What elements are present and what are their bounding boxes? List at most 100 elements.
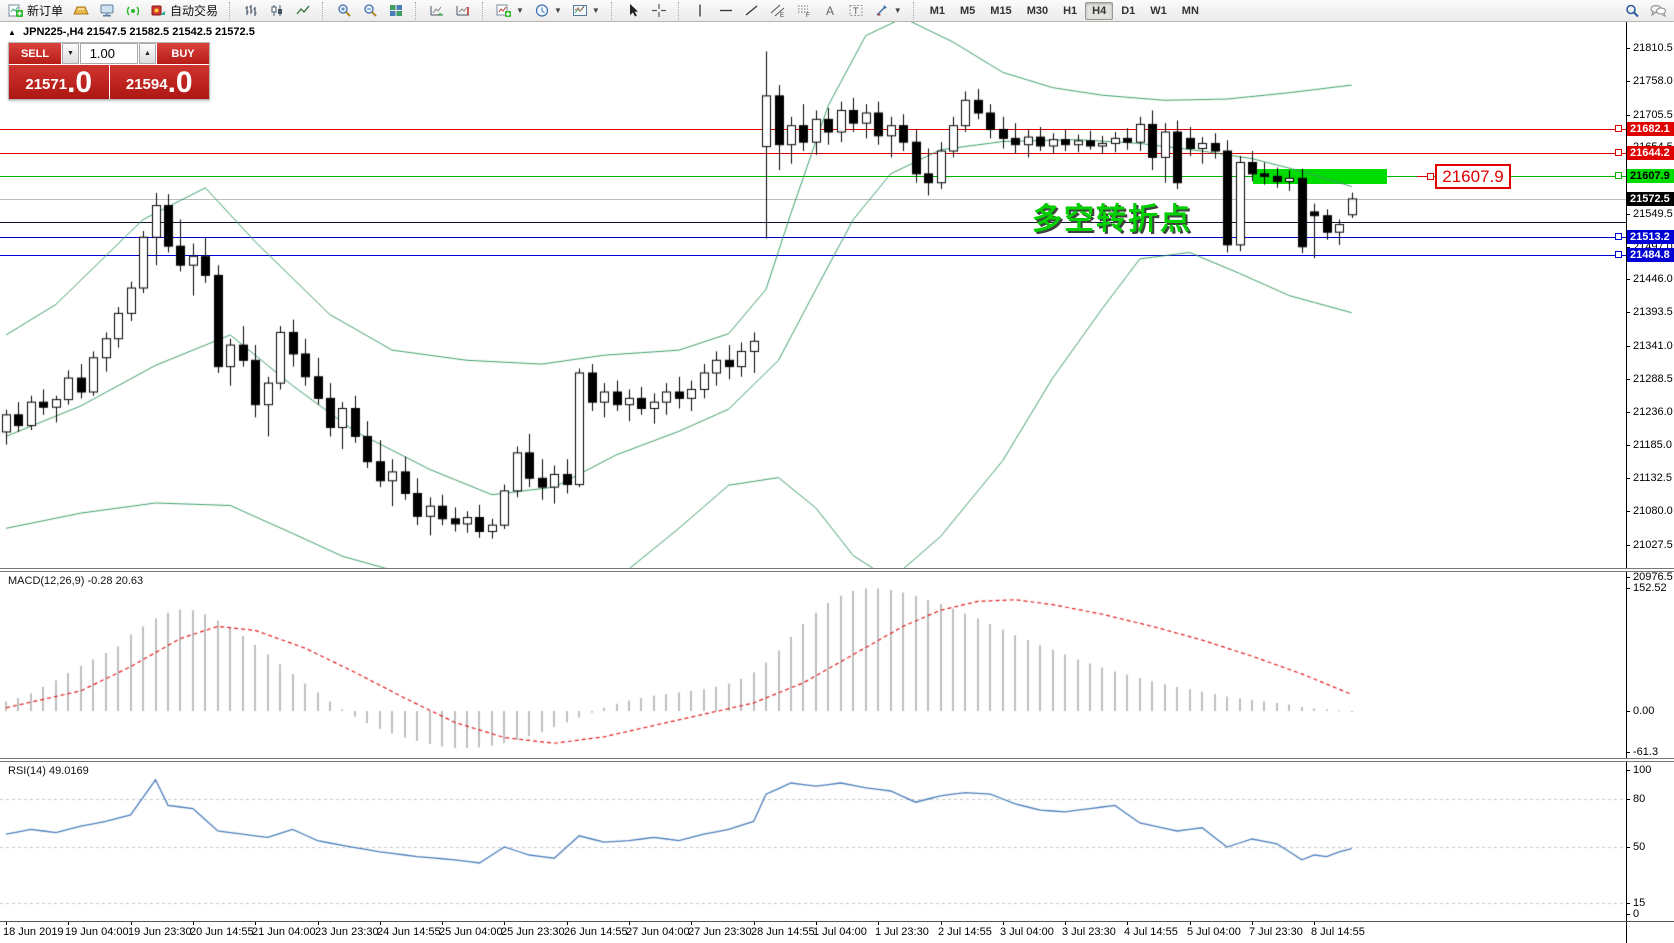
price-tick-label: 21132.5 xyxy=(1633,472,1672,484)
macd-tick-label: -61.3 xyxy=(1633,746,1659,758)
rsi-tick-mark xyxy=(1626,799,1630,800)
chart-autoscroll-icon xyxy=(456,6,470,16)
search-button[interactable] xyxy=(1620,1,1644,21)
time-tick-mark xyxy=(754,921,755,925)
main-chart-canvas[interactable] xyxy=(0,22,1626,570)
time-tick-mark xyxy=(567,921,568,925)
buy-price-button[interactable]: 21594.0 xyxy=(109,65,209,99)
new-order-button[interactable]: 新订单 xyxy=(4,1,67,21)
panel-separator[interactable] xyxy=(0,568,1674,572)
time-tick-mark xyxy=(193,921,194,925)
buy-button[interactable]: BUY xyxy=(157,43,209,65)
symbol-period: JPN225-,H4 xyxy=(22,26,84,38)
callout-anchor-square[interactable] xyxy=(1427,173,1434,181)
timeframe-m15[interactable]: M15 xyxy=(990,4,1012,17)
collapse-icon[interactable]: ▲ xyxy=(8,28,16,37)
line-anchor-marker[interactable] xyxy=(1615,125,1622,132)
chat-button[interactable] xyxy=(1646,1,1670,21)
price-callout-label[interactable]: 21607.9 xyxy=(1435,164,1511,190)
timeframe-h1[interactable]: H1 xyxy=(1063,4,1078,17)
line-anchor-marker[interactable] xyxy=(1615,233,1622,240)
sell-price-button[interactable]: 21571.0 xyxy=(9,65,109,99)
time-tick-mark xyxy=(941,921,942,925)
crosshair-icon xyxy=(651,4,666,17)
macd-panel-canvas[interactable] xyxy=(0,572,1626,759)
autotrade-label: 自动交易 xyxy=(170,4,219,18)
autotrade-button[interactable]: 自动交易 xyxy=(147,1,222,21)
time-tick-mark xyxy=(504,921,505,925)
ingot-button[interactable] xyxy=(69,1,93,21)
trendline-tool-button[interactable] xyxy=(740,1,764,21)
terminal-button[interactable] xyxy=(95,1,119,21)
svg-text:F: F xyxy=(806,13,810,18)
sell-button[interactable]: SELL xyxy=(9,43,61,65)
svg-text:T: T xyxy=(853,6,859,16)
periods-dropdown-button[interactable]: ▼ xyxy=(530,1,566,21)
add-indicator-icon xyxy=(496,4,512,17)
bar-chart-button[interactable] xyxy=(239,1,263,21)
time-axis-label: 23 Jun 23:30 xyxy=(315,926,379,938)
new-order-label: 新订单 xyxy=(27,4,64,18)
chevron-down-icon: ▼ xyxy=(516,6,524,15)
toolbar-separator xyxy=(610,1,616,20)
chart-shift-button[interactable] xyxy=(425,1,449,21)
chinese-annotation-text[interactable]: 多空转折点 xyxy=(1032,203,1192,236)
volume-input[interactable]: 1.00 xyxy=(80,43,138,65)
volume-decrease-button[interactable]: ▼ xyxy=(62,43,79,65)
zoom-out-button[interactable] xyxy=(358,1,382,21)
time-axis-label: 3 Jul 23:30 xyxy=(1062,926,1116,938)
macd-indicator-label: MACD(12,26,9) -0.28 20.63 xyxy=(8,575,144,587)
indicators-dropdown-button[interactable]: ▼ xyxy=(492,1,528,21)
price-tick-label: 21288.5 xyxy=(1633,373,1673,385)
text-label-tool-button[interactable]: T xyxy=(844,1,868,21)
line-chart-button[interactable] xyxy=(291,1,315,21)
timeframe-d1[interactable]: D1 xyxy=(1121,4,1136,17)
time-axis-label: 25 Jun 04:00 xyxy=(439,926,503,938)
search-icon xyxy=(1626,4,1639,18)
fibonacci-tool-button[interactable]: F xyxy=(792,1,816,21)
text-tool-button[interactable]: A xyxy=(818,1,842,21)
chevron-down-icon: ▼ xyxy=(553,6,562,15)
time-tick-mark xyxy=(1314,921,1315,925)
signal-button[interactable] xyxy=(121,1,145,21)
rsi-tick-label: 100 xyxy=(1633,764,1652,776)
candlestick-chart-button[interactable] xyxy=(265,1,289,21)
vertical-line-icon xyxy=(699,4,701,17)
rsi-panel-canvas[interactable] xyxy=(0,762,1626,922)
time-axis-label: 27 Jun 04:00 xyxy=(626,926,690,938)
time-axis-label: 1 Jul 23:30 xyxy=(875,926,929,938)
chart-shift-icon xyxy=(430,6,444,16)
timeframe-h4[interactable]: H4 xyxy=(1085,1,1114,20)
timeframe-m5[interactable]: M5 xyxy=(960,4,976,17)
time-axis-label: 28 Jun 14:55 xyxy=(751,926,815,938)
time-tick-mark xyxy=(1065,921,1066,925)
timeframe-mn[interactable]: MN xyxy=(1181,4,1199,17)
time-axis-label: 24 Jun 14:55 xyxy=(377,926,441,938)
rsi-tick-label: 80 xyxy=(1633,793,1646,805)
timeframe-m1[interactable]: M1 xyxy=(929,4,945,17)
horizontal-line-tool-button[interactable] xyxy=(714,1,738,21)
cursor-tool-button[interactable] xyxy=(621,1,645,21)
panel-separator[interactable] xyxy=(0,758,1674,762)
line-anchor-marker[interactable] xyxy=(1615,149,1622,156)
zoom-out-icon xyxy=(364,4,377,17)
zoom-in-button[interactable] xyxy=(332,1,356,21)
channel-tool-button[interactable]: E xyxy=(766,1,790,21)
line-anchor-marker[interactable] xyxy=(1615,251,1622,258)
chart-stage[interactable]: ▲ JPN225-,H4 21547.5 21582.5 21542.5 215… xyxy=(0,22,1674,943)
timeframe-m30[interactable]: M30 xyxy=(1026,4,1049,17)
price-axis-line xyxy=(1626,22,1627,943)
arrows-dropdown-button[interactable]: ▼ xyxy=(870,1,906,21)
crosshair-tool-button[interactable] xyxy=(647,1,671,21)
rsi-tick-mark xyxy=(1626,770,1630,771)
templates-dropdown-button[interactable]: ▼ xyxy=(568,1,604,21)
timeframe-w1[interactable]: W1 xyxy=(1150,4,1167,17)
vertical-line-tool-button[interactable] xyxy=(688,1,712,21)
price-tick-mark xyxy=(1626,346,1630,347)
volume-increase-button[interactable]: ▲ xyxy=(139,43,156,65)
tile-windows-button[interactable] xyxy=(384,1,408,21)
time-axis-label: 7 Jul 23:30 xyxy=(1249,926,1303,938)
chart-autoscroll-button[interactable] xyxy=(451,1,475,21)
line-anchor-marker[interactable] xyxy=(1615,172,1622,179)
